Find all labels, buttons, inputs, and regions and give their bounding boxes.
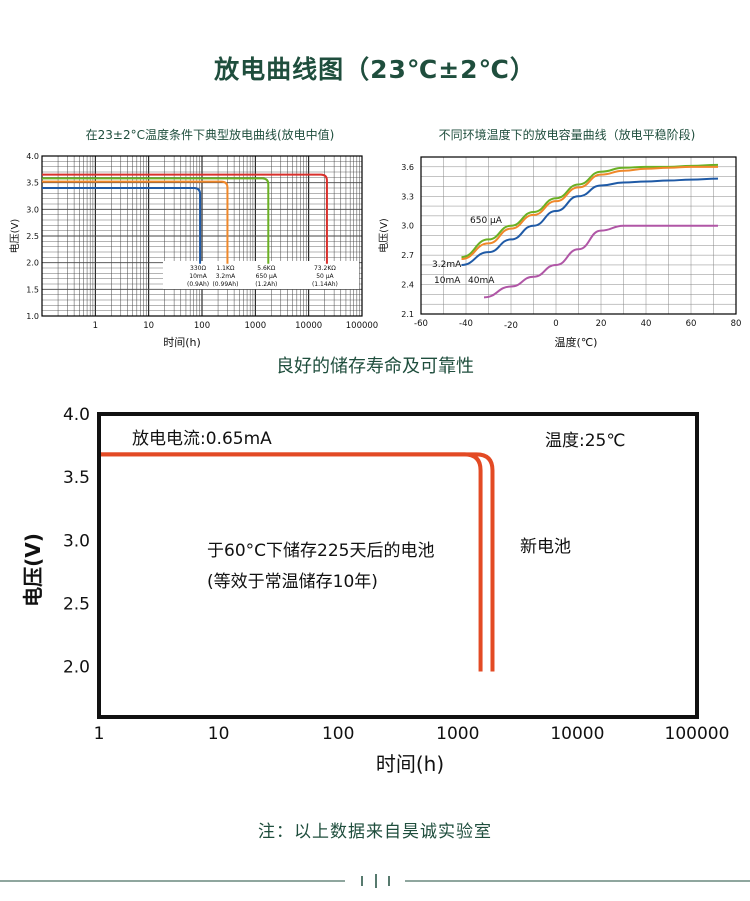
chart1-x-tick-label: 1000 bbox=[245, 321, 267, 331]
chart2-x-tick-label: 60 bbox=[686, 319, 697, 329]
chart3-series-1 bbox=[101, 452, 495, 672]
section-title: 良好的储存寿命及可靠性 bbox=[276, 356, 474, 377]
chart3-y-tick-label: 3.5 bbox=[63, 468, 90, 488]
chart1-series-3 bbox=[42, 173, 328, 264]
chart1-y-tick-label: 2.0 bbox=[26, 259, 39, 268]
chart1-x-tick-label: 100 bbox=[194, 321, 210, 331]
chart2-x-tick-label: 80 bbox=[731, 319, 742, 329]
chart1-x-tick-label: 10000 bbox=[295, 321, 322, 331]
footer-note: 注：以上数据来自昊诚实验室 bbox=[258, 822, 492, 842]
chart2-series-label-0: 650 μA bbox=[470, 216, 503, 226]
chart1-x-tick-label: 1 bbox=[93, 321, 98, 331]
chart3-y-tick-label: 2.5 bbox=[63, 594, 90, 614]
chart2-y-tick-label: 3.0 bbox=[401, 222, 414, 231]
chart2-frame bbox=[420, 156, 737, 315]
chart3-annotation-stored-note: (等效于常温储存10年) bbox=[207, 572, 378, 592]
chart2-x-tick-label: -40 bbox=[459, 319, 473, 329]
chart3-annotation-new: 新电池 bbox=[520, 537, 571, 557]
chart3-annotation-stored: 于60°C下储存225天后的电池 bbox=[207, 541, 434, 561]
chart3-x-axis-label: 时间(h) bbox=[376, 752, 444, 776]
chart1-series-label-2: 5.6KΩ bbox=[257, 265, 275, 272]
chart3-x-tick-label: 10 bbox=[208, 724, 230, 744]
chart1-series-label-0: 330Ω bbox=[190, 265, 206, 272]
chart1-y-tick-label: 1.0 bbox=[26, 312, 39, 321]
chart1-y-axis-label: 电压(V) bbox=[8, 219, 21, 254]
chart2-x-axis-label: 温度(℃) bbox=[555, 335, 598, 349]
chart3-y-tick-label: 4.0 bbox=[63, 405, 90, 425]
chart1-series-label-2: (1.2Ah) bbox=[255, 281, 277, 288]
chart1-y-tick-label: 3.5 bbox=[26, 179, 39, 188]
chart1-series-1 bbox=[42, 180, 229, 264]
chart2-title: 不同环境温度下的放电容量曲线（放电平稳阶段) bbox=[438, 128, 696, 142]
chart1-series-label-1: (0.99Ah) bbox=[212, 281, 238, 288]
chart3-x-tick-label: 1000 bbox=[436, 724, 479, 744]
chart1-frame bbox=[41, 155, 363, 317]
chart2-y-tick-label: 3.6 bbox=[401, 163, 414, 172]
chart3-x-tick-label: 100000 bbox=[665, 724, 730, 744]
chart3-y-axis-label: 电压(V) bbox=[21, 533, 45, 607]
chart2-y-tick-label: 2.1 bbox=[401, 310, 414, 319]
chart1-series-2 bbox=[42, 177, 270, 264]
chart2-x-tick-label: -20 bbox=[504, 321, 518, 331]
chart3-x-tick-label: 1 bbox=[94, 724, 105, 744]
chart2-y-tick-label: 3.3 bbox=[401, 192, 414, 201]
chart3-frame bbox=[97, 412, 699, 719]
chart2-series-label-3: 40mA bbox=[468, 276, 495, 286]
chart1-x-tick-label: 100000 bbox=[346, 321, 378, 331]
chart2-series-2 bbox=[461, 177, 719, 266]
chart3-y-tick-label: 3.0 bbox=[63, 531, 90, 551]
chart1-legend-box bbox=[163, 261, 359, 289]
chart1-series-label-0: 10mA bbox=[189, 273, 207, 280]
chart1-y-tick-label: 3.0 bbox=[26, 205, 39, 214]
chart1-x-tick-label: 10 bbox=[143, 321, 154, 331]
chart1-y-tick-label: 4.0 bbox=[26, 152, 39, 161]
chart1-title: 在23±2°C温度条件下典型放电曲线(放电中值) bbox=[85, 128, 335, 142]
chart1-series-label-2: 650 μA bbox=[256, 273, 278, 280]
chart2-series-1 bbox=[461, 165, 718, 261]
chart3-x-tick-label: 10000 bbox=[550, 724, 604, 744]
chart1-series-label-1: 3.2mA bbox=[216, 273, 236, 280]
chart2-series-label-1: 3.2mA bbox=[432, 260, 462, 270]
chart1-x-axis-label: 时间(h) bbox=[163, 336, 201, 349]
chart2-x-tick-label: 40 bbox=[641, 319, 652, 329]
chart3-y-tick-label: 2.0 bbox=[63, 658, 90, 678]
page-title: 放电曲线图（23℃±2℃） bbox=[214, 55, 536, 84]
chart1-series-label-3: 73.2KΩ bbox=[314, 265, 336, 272]
chart2-x-tick-label: 0 bbox=[553, 319, 558, 329]
chart2-y-tick-label: 2.7 bbox=[401, 251, 414, 260]
chart1-series-label-3: 50 μA bbox=[316, 273, 334, 280]
chart1-series-0 bbox=[42, 187, 202, 264]
chart3-annotation-temperature: 温度:25℃ bbox=[545, 431, 625, 451]
chart2-series-label-2: 10mA bbox=[434, 276, 461, 286]
chart2-x-tick-label: 20 bbox=[596, 319, 607, 329]
chart1-series-label-3: (1.14Ah) bbox=[312, 281, 338, 288]
chart1-y-tick-label: 1.5 bbox=[26, 285, 39, 294]
chart2-series-3 bbox=[483, 224, 718, 299]
chart1-y-tick-label: 2.5 bbox=[26, 232, 39, 241]
chart2-y-axis-label: 电压(V) bbox=[377, 218, 390, 253]
chart1-series-label-0: (0.9Ah) bbox=[187, 281, 209, 288]
chart3-annotation-current: 放电电流:0.65mA bbox=[132, 429, 272, 449]
chart3-x-tick-label: 100 bbox=[322, 724, 354, 744]
chart2-x-tick-label: -60 bbox=[414, 319, 428, 329]
chart2-y-tick-label: 2.4 bbox=[401, 281, 414, 290]
chart1-series-label-1: 1.1KΩ bbox=[216, 265, 234, 272]
